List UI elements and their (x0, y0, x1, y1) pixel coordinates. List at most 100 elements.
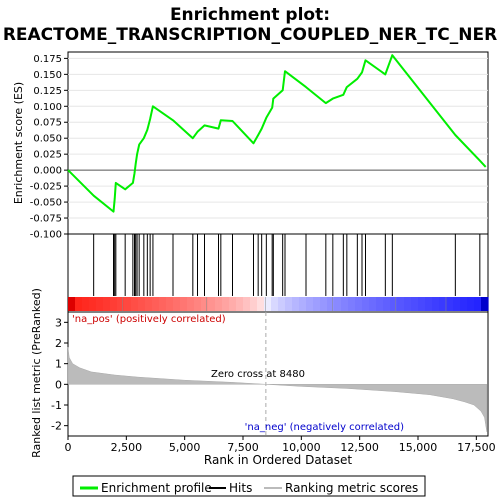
colorbar-segment (243, 297, 251, 311)
colorbar-segment (376, 297, 384, 311)
colorbar-segment (145, 297, 153, 311)
colorbar-segment (229, 297, 237, 311)
x-tick-label: 17,500 (457, 441, 496, 454)
es-ytick-label: 0.050 (33, 134, 62, 145)
colorbar-segment (152, 297, 160, 311)
chart-title: Enrichment plot: (170, 5, 330, 25)
colorbar-segment (131, 297, 139, 311)
colorbar-segment (327, 297, 335, 311)
zero-cross-label: Zero cross at 8480 (211, 369, 305, 380)
colorbar-segment (292, 297, 300, 311)
colorbar-segment (222, 297, 230, 311)
colorbar-segment (453, 297, 461, 311)
metric-area-fill (67, 347, 488, 432)
metric-ytick-label: 1 (55, 358, 62, 371)
colorbar-segment (390, 297, 398, 311)
es-ytick-label: -0.050 (30, 198, 62, 209)
hits-marks (93, 234, 481, 296)
es-y-ticks: -0.100 -0.075 -0.050 -0.025 0.000 0.025 0.050 0… (30, 54, 68, 241)
colorbar-segment (320, 297, 328, 311)
neg-label: 'na_neg' (negatively correlated) (245, 422, 404, 433)
es-series (67, 54, 487, 213)
chart-subtitle: REACTOME_TRANSCRIPTION_COUPLED_NER_TC_NE… (3, 25, 497, 45)
colorbar-segment (110, 297, 118, 311)
colorbar-segment (418, 297, 426, 311)
colorbar-segment (404, 297, 412, 311)
metric-ytick-label: 0 (55, 378, 62, 391)
colorbar-segment (467, 297, 475, 311)
colorbar-segment (348, 297, 356, 311)
colorbar-segment (173, 297, 181, 311)
colorbar-segment (306, 297, 314, 311)
colorbar-segment (201, 297, 209, 311)
es-ylabel: Enrichment score (ES) (12, 82, 25, 204)
x-ticks: 0 2,500 5,000 7,500 10,000 12,500 15,000 17,500 (65, 436, 496, 454)
colorbar-segment (208, 297, 216, 311)
es-ytick-label: 0.100 (33, 102, 62, 113)
es-profile-line (67, 54, 487, 213)
colorbar-segment (236, 297, 244, 311)
colorbar-segment (341, 297, 349, 311)
colorbar-segment (432, 297, 440, 311)
colorbar-segment (138, 297, 146, 311)
colorbar-segment (425, 297, 433, 311)
es-panel (67, 51, 489, 235)
metric-ylabel: Ranked list metric (PreRanked) (30, 288, 43, 458)
x-tick-label: 15,000 (399, 441, 438, 454)
es-ytick-label: 0.075 (33, 118, 62, 129)
colorbar-segment (124, 297, 132, 311)
colorbar-segment (278, 297, 286, 311)
colorbar-segment (187, 297, 195, 311)
es-ytick-label: 0.150 (33, 70, 62, 81)
colorbar-segment (250, 297, 258, 311)
es-ytick-label: -0.025 (30, 182, 62, 193)
colorbar-segment (180, 297, 188, 311)
colorbar-segment (215, 297, 223, 311)
x-axis-label: Rank in Ordered Dataset (204, 453, 352, 467)
colorbar-segment (369, 297, 377, 311)
metric-ytick-label: 2 (55, 337, 62, 350)
es-ytick-label: 0.175 (33, 54, 62, 65)
colorbar-segment (397, 297, 405, 311)
legend-profile-label: Enrichment profile (101, 481, 212, 495)
rank-colorbar (68, 297, 489, 311)
es-ytick-label: -0.075 (30, 214, 62, 225)
colorbar-segment (355, 297, 363, 311)
colorbar-segment (474, 297, 482, 311)
metric-ytick-label: -2 (51, 420, 62, 433)
x-tick-label: 2,500 (111, 441, 143, 454)
colorbar-segment (362, 297, 370, 311)
colorbar-segment (166, 297, 174, 311)
metric-ytick-label: -1 (51, 399, 62, 412)
es-ytick-label: 0.125 (33, 86, 62, 97)
legend-metric-label: Ranking metric scores (285, 481, 418, 495)
metric-area (67, 347, 488, 432)
legend-hits-label: Hits (229, 481, 252, 495)
x-tick-label: 12,500 (340, 441, 379, 454)
metric-ytick-label: 3 (55, 316, 62, 329)
colorbar-segment (117, 297, 125, 311)
legend-box (72, 475, 426, 497)
colorbar-segment (103, 297, 111, 311)
x-tick-label: 0 (65, 441, 72, 454)
es-gridlines (68, 57, 488, 235)
colorbar-segment (257, 297, 265, 311)
colorbar-segment (460, 297, 468, 311)
colorbar-segment (159, 297, 167, 311)
colorbar-segment (334, 297, 342, 311)
x-tick-label: 7,500 (227, 441, 259, 454)
es-ytick-label: 0.025 (33, 150, 62, 161)
colorbar-segment (313, 297, 321, 311)
colorbar-segment (89, 297, 97, 311)
metric-panel (67, 311, 489, 437)
colorbar-segment (271, 297, 279, 311)
colorbar-segment (75, 297, 83, 311)
colorbar-segment (299, 297, 307, 311)
colorbar-segment (96, 297, 104, 311)
colorbar-segment (264, 297, 272, 311)
colorbar-segment (439, 297, 447, 311)
colorbar-segment (481, 297, 489, 311)
metric-y-ticks: -2 -1 0 1 2 3 (51, 316, 68, 433)
es-ytick-label: -0.100 (30, 230, 62, 241)
x-tick-label: 10,000 (282, 441, 321, 454)
